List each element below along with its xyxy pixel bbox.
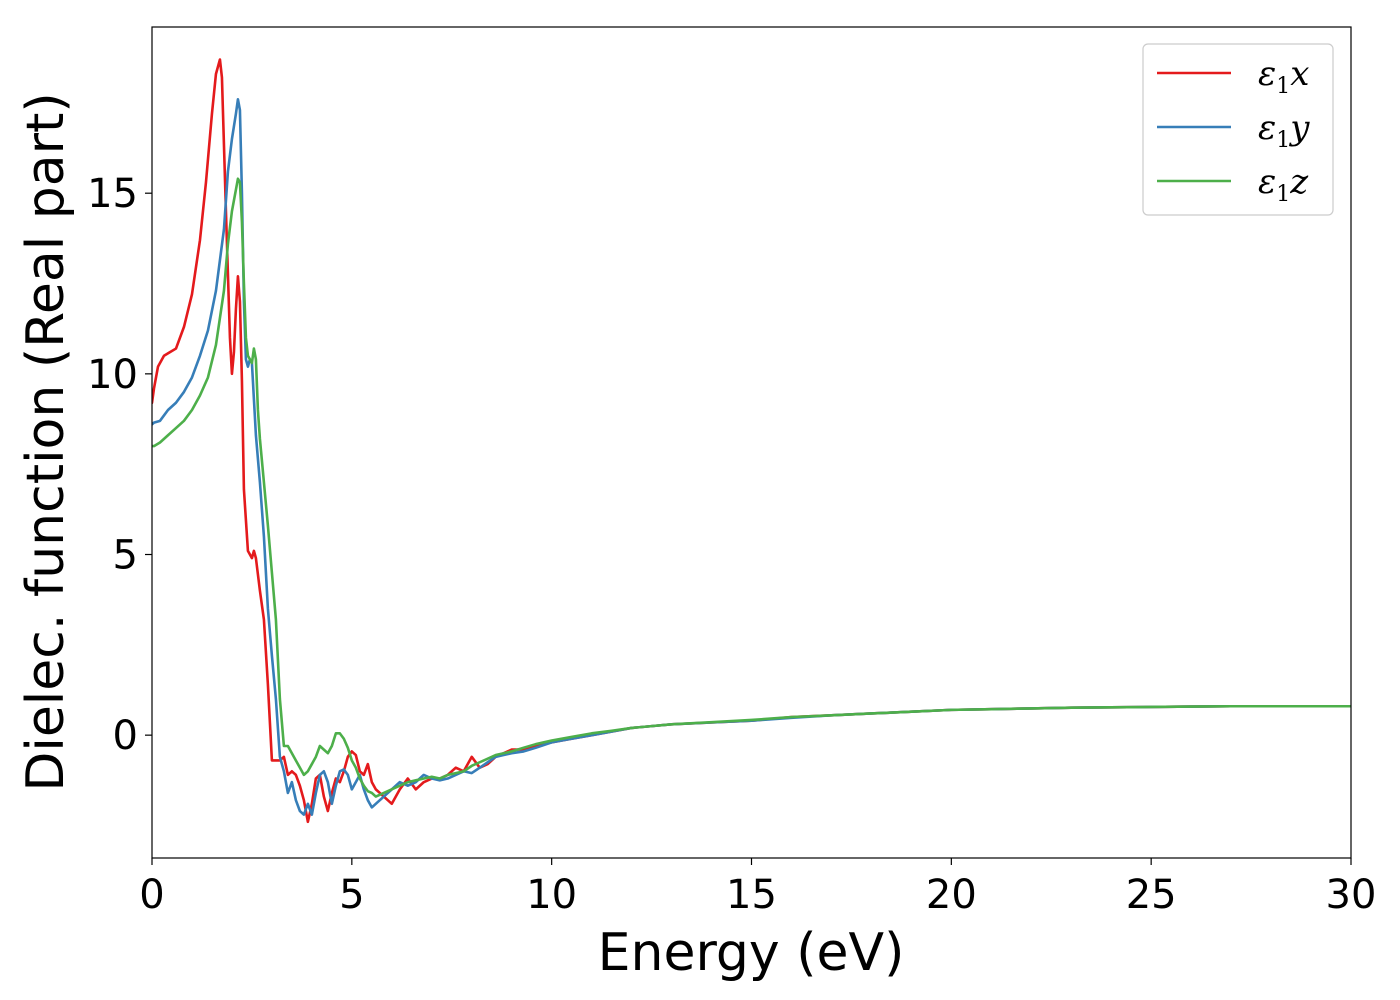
x-tick-label: 25 [1126,872,1177,918]
y-axis-ticks: 0 5 10 15 [87,171,152,759]
y-tick-label: 0 [113,713,138,759]
x-axis-label: Energy (eV) [598,923,905,983]
legend-items: ε1x ε1y ε1z [1157,54,1310,207]
x-axis-ticks: 0 5 10 15 20 25 30 [139,858,1376,918]
y-tick-label: 5 [113,533,138,579]
x-tick-label: 30 [1326,872,1377,918]
x-tick-label: 10 [526,872,577,918]
x-tick-label: 20 [926,872,977,918]
legend-box [1142,43,1334,216]
legend-label: ε1y [1258,108,1310,153]
y-axis-label: Dielec. function (Real part) [16,92,76,791]
legend-label: ε1x [1258,54,1309,99]
series-layer [152,58,1351,824]
y-tick-label: 10 [87,352,138,398]
series-line-z [152,177,1351,798]
legend-label: ε1z [1258,162,1309,207]
x-tick-label: 0 [139,872,164,918]
x-tick-label: 15 [726,872,777,918]
legend: ε1x ε1y ε1z [1142,43,1334,216]
x-tick-label: 5 [339,872,364,918]
y-tick-label: 15 [87,171,138,217]
